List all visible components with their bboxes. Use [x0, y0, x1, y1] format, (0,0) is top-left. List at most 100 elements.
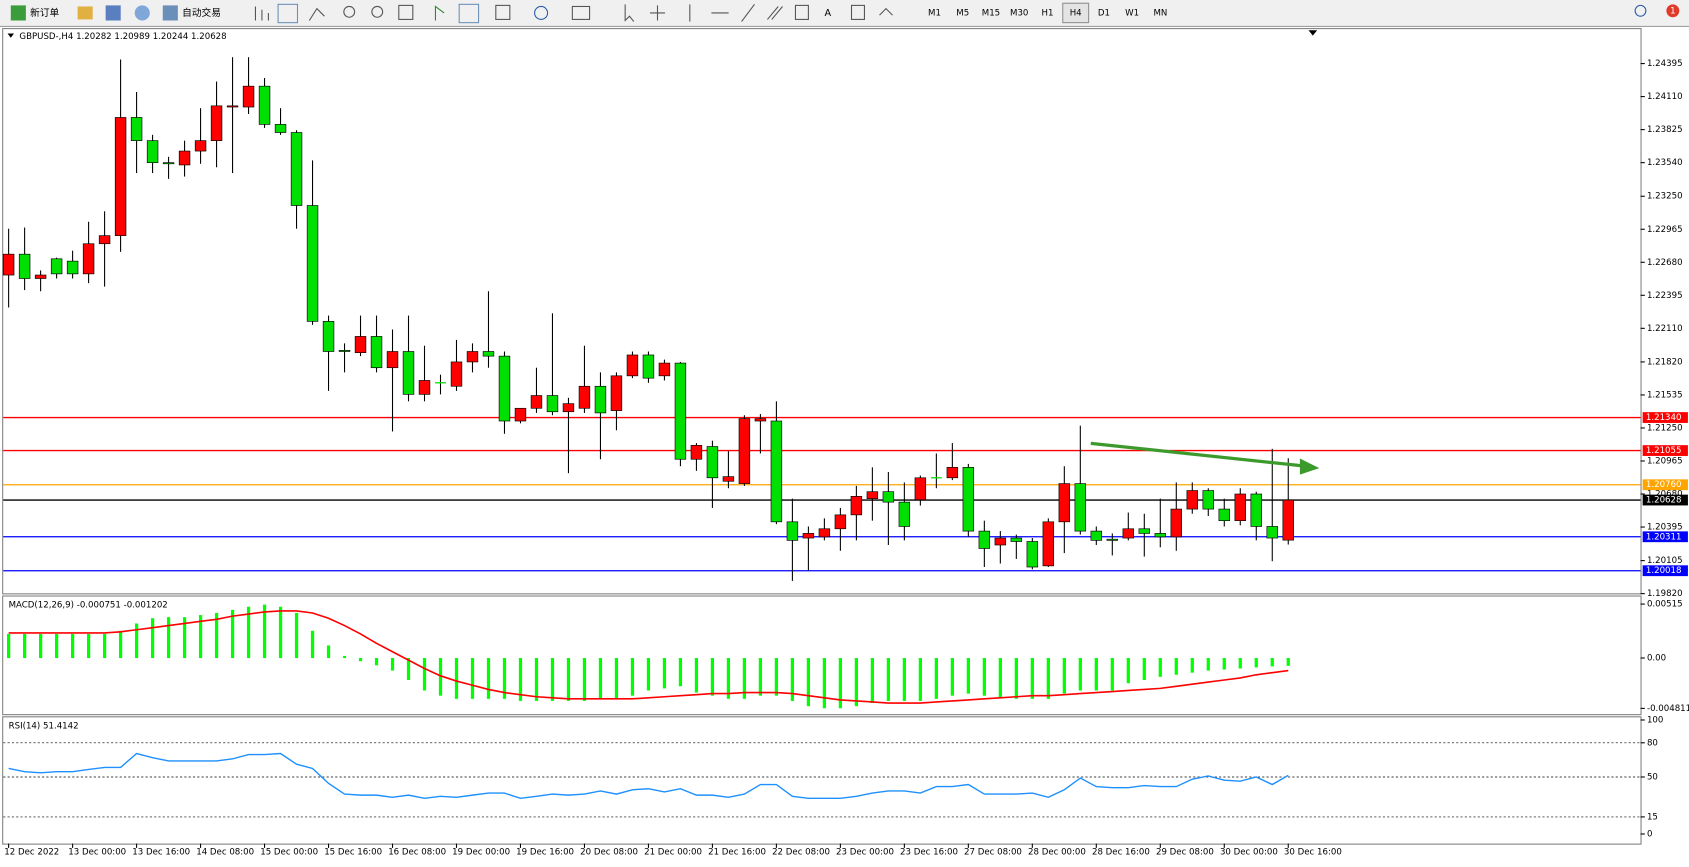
macd-bar: [262, 604, 267, 659]
periods-icon[interactable]: [534, 5, 549, 20]
tile-icon[interactable]: [398, 4, 414, 20]
line-chart-icon[interactable]: [308, 7, 325, 21]
timeframe-button[interactable]: M5: [956, 8, 969, 18]
candle-body: [914, 477, 927, 501]
candle-body: [338, 350, 351, 352]
y-tick-label: 1.22680: [1647, 258, 1683, 268]
auto-trading-label[interactable]: 自动交易: [182, 6, 221, 19]
candle-body: [98, 235, 111, 245]
arrows-icon[interactable]: [879, 7, 893, 16]
candle-body: [482, 351, 495, 357]
macd-bar: [1238, 658, 1242, 669]
candle-body: [1266, 526, 1278, 539]
candle-icon[interactable]: [277, 3, 299, 24]
level-label-bg: [1642, 531, 1688, 543]
cursor-icon[interactable]: [624, 4, 635, 22]
scroll-icon[interactable]: [434, 5, 445, 21]
timeframe-button[interactable]: M30: [1010, 8, 1028, 18]
macd-bar: [1174, 658, 1178, 675]
y-tick-label: 1.19820: [1647, 589, 1683, 599]
level-label-bg: [1642, 494, 1688, 506]
toolbar-icon[interactable]: [134, 5, 150, 21]
timeframe-button[interactable]: D1: [1098, 8, 1110, 18]
y-tick-label: 15: [1647, 812, 1658, 822]
macd-bar: [998, 658, 1002, 698]
timeframe-button[interactable]: W1: [1125, 8, 1139, 18]
label-icon[interactable]: [850, 4, 865, 20]
macd-bar: [822, 658, 827, 709]
macd-bar: [54, 633, 59, 659]
x-tick-label: 13 Dec 16:00: [132, 848, 190, 858]
zoom-out-icon[interactable]: [371, 5, 384, 18]
notification-badge[interactable]: [1666, 4, 1680, 18]
candle-body: [626, 354, 639, 377]
timeframe-button[interactable]: H4: [1070, 8, 1082, 18]
candle-body: [322, 321, 335, 352]
auto-trading-icon: [162, 5, 178, 21]
candle-body: [578, 385, 591, 409]
x-tick-label: 28 Dec 16:00: [1092, 848, 1150, 858]
macd-bar: [406, 658, 411, 680]
candle-body: [242, 85, 255, 108]
candle-body: [50, 258, 63, 275]
channel-icon[interactable]: [767, 6, 783, 20]
y-tick-label: 0: [1647, 830, 1652, 840]
x-tick-label: 23 Dec 00:00: [836, 848, 894, 858]
timeframe-button[interactable]: H1: [1041, 8, 1053, 18]
search-icon[interactable]: [1634, 4, 1647, 17]
y-tick-label: 50: [1647, 772, 1658, 782]
line-tools[interactable]: [689, 3, 755, 22]
timeframe-button[interactable]: M1: [928, 8, 941, 18]
zoom-in-icon[interactable]: [343, 5, 356, 18]
y-tick-label: 1.22965: [1647, 225, 1683, 235]
candle-body: [1042, 521, 1055, 567]
y-tick-label: 1.24395: [1647, 59, 1683, 69]
trend-arrow: [1090, 441, 1320, 475]
templates-icon[interactable]: [571, 5, 591, 20]
macd-bar: [1158, 658, 1162, 677]
x-tick-label: 22 Dec 08:00: [772, 848, 830, 858]
toolbar-button[interactable]: 自动交易: [162, 5, 221, 21]
new-order-label[interactable]: 新订单: [30, 6, 59, 19]
rsi-panel[interactable]: [2, 716, 1642, 845]
candle-body: [1026, 541, 1039, 568]
fibo-icon[interactable]: [794, 4, 809, 20]
timeframe-button[interactable]: M15: [982, 8, 1000, 18]
macd-bar: [134, 623, 139, 659]
candle-body: [498, 355, 511, 422]
toolbar-button[interactable]: 新订单: [10, 5, 60, 21]
y-tick-label: 1.22110: [1647, 324, 1683, 334]
macd-panel[interactable]: [2, 595, 1642, 716]
toolbar-icon[interactable]: [77, 6, 93, 20]
toolbar-icon[interactable]: [105, 5, 121, 21]
macd-bar: [1046, 658, 1050, 699]
candle-body: [178, 150, 191, 166]
shift-icon[interactable]: [458, 3, 480, 24]
x-tick-label: 16 Dec 08:00: [388, 848, 446, 858]
macd-bar: [374, 658, 379, 666]
y-tick-label: 1.21820: [1647, 357, 1683, 367]
macd-bar: [7, 633, 11, 659]
candle-body: [1186, 490, 1198, 510]
macd-bar: [38, 633, 43, 659]
y-tick-label: 1.23250: [1647, 192, 1683, 202]
signal-line: [8, 610, 1289, 704]
crosshair-icon[interactable]: [649, 5, 666, 21]
candle-body: [738, 418, 751, 484]
candle-body: [770, 420, 783, 523]
candle-body: [706, 446, 719, 479]
x-tick-label: 21 Dec 00:00: [644, 848, 702, 858]
macd-bar: [582, 658, 587, 701]
macd-bar: [870, 658, 874, 704]
macd-bar: [342, 655, 347, 659]
macd-bar: [470, 658, 475, 699]
bar-chart-icon[interactable]: [254, 6, 269, 21]
level-label-bg: [1642, 445, 1688, 456]
candle-body: [530, 395, 543, 409]
indicators-icon[interactable]: [495, 4, 511, 20]
text-tool[interactable]: A: [825, 8, 832, 19]
macd-bar: [966, 658, 970, 694]
macd-bar: [1126, 658, 1130, 684]
timeframe-button[interactable]: MN: [1153, 8, 1167, 18]
macd-bar: [742, 658, 747, 699]
